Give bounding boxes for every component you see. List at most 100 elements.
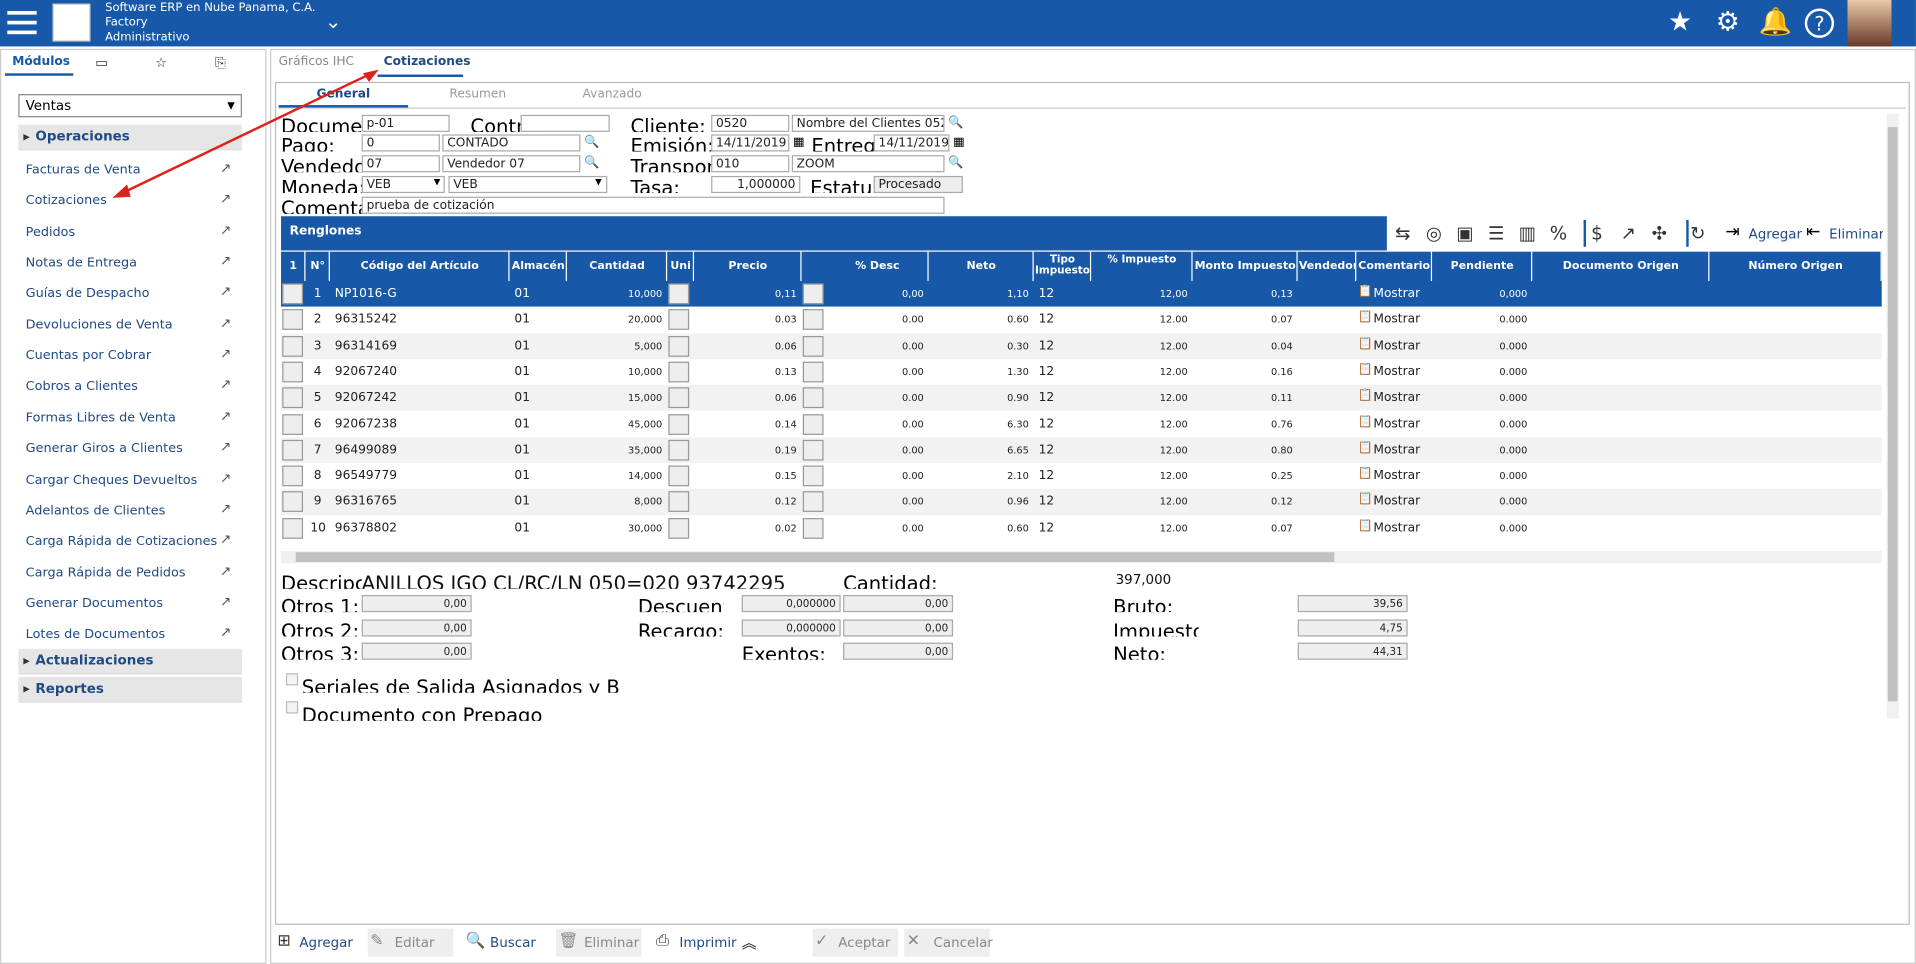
option-label[interactable]: Documento con Prepago (301, 703, 543, 721)
form-input[interactable]: 14/11/2019 (873, 134, 950, 152)
form-input[interactable]: 010 (711, 155, 790, 173)
sidebar-tab-icon[interactable]: ⎘ (215, 54, 226, 71)
grid-cell[interactable]: Mostrar (1373, 417, 1421, 431)
field-icon[interactable]: 🔍 (584, 135, 599, 150)
menu-item[interactable]: Devoluciones de Venta (25, 317, 173, 333)
expand-icon[interactable]: ︽ (741, 934, 757, 952)
grid-action-icon[interactable]: ⇥ (1725, 222, 1740, 242)
column-header[interactable]: Almacén (511, 251, 567, 282)
menu-item[interactable]: Pedidos (25, 224, 76, 240)
section-header[interactable] (18, 676, 242, 703)
sidebar-tab-icon[interactable]: ☆ (155, 54, 168, 71)
subtab[interactable]: Resumen (449, 87, 507, 102)
footer-button[interactable]: Aceptar (838, 934, 891, 951)
summary-input[interactable]: 0,00 (843, 642, 954, 660)
grid-cell[interactable]: Mostrar (1373, 339, 1421, 353)
footer-button[interactable]: Imprimir (679, 934, 737, 951)
grid-cell[interactable]: Mostrar (1373, 443, 1421, 457)
column-header[interactable]: Documento Origen (1533, 251, 1710, 282)
field-icon[interactable]: 🔍 (948, 116, 963, 130)
grid-tool-icon[interactable]: ☰ (1487, 222, 1505, 245)
menu-item[interactable]: Generar Giros a Clientes (25, 441, 183, 456)
column-header[interactable]: Comentario (1358, 251, 1433, 282)
form-input[interactable]: CONTADO (442, 134, 581, 152)
summary-input[interactable]: 0,000000 (741, 595, 841, 613)
grid-cell[interactable]: Mostrar (1373, 287, 1421, 301)
form-input[interactable]: p-01 (361, 114, 450, 132)
grid-cell[interactable]: Mostrar (1373, 391, 1421, 405)
section-title[interactable]: Operaciones (35, 128, 130, 145)
menu-item[interactable]: Generar Documentos (25, 596, 164, 611)
menu-item[interactable]: Formas Libres de Venta (25, 410, 176, 425)
column-header[interactable]: 1 (282, 251, 306, 282)
menu-icon-bar[interactable] (7, 30, 37, 35)
field-icon[interactable]: 🔍 (584, 156, 599, 170)
summary-input[interactable]: 0,00 (361, 619, 472, 637)
column-header[interactable]: % Impuesto (1092, 251, 1193, 282)
grid-tool-icon[interactable]: ↻ (1690, 222, 1706, 245)
grid-tool-icon[interactable]: ▥ (1518, 222, 1537, 245)
grid-action[interactable]: Agregar (1748, 226, 1803, 242)
button-bg[interactable] (367, 928, 454, 957)
menu-item[interactable]: Cotizaciones (25, 193, 107, 209)
section-title[interactable]: Actualizaciones (35, 652, 154, 669)
column-header[interactable]: N° (307, 251, 330, 282)
summary-input[interactable]: 0,00 (361, 595, 472, 613)
form-input[interactable]: 14/11/2019 (711, 134, 790, 152)
subtab[interactable]: Avanzado (582, 87, 642, 102)
column-header[interactable]: Precio (695, 251, 802, 282)
module-select[interactable]: Ventas (18, 94, 242, 118)
footer-button[interactable]: Editar (394, 934, 435, 951)
section-header[interactable] (18, 648, 242, 675)
grid-row[interactable] (281, 463, 1882, 490)
menu-item[interactable]: Cobros a Clientes (25, 379, 138, 394)
grid-tool-icon[interactable]: ▣ (1456, 222, 1474, 245)
collapse-icon[interactable]: ⌄ (325, 9, 342, 33)
checkbox[interactable] (285, 673, 299, 686)
checkbox[interactable] (285, 701, 299, 714)
menu-item[interactable]: Carga Rápida de Cotizaciones (25, 534, 218, 549)
column-header[interactable]: % Desc (827, 251, 929, 282)
header-icon[interactable]: ⚙ (1715, 7, 1740, 38)
grid-tool-icon[interactable]: $ (1591, 222, 1603, 245)
menu-icon-bar[interactable] (7, 10, 37, 15)
column-header[interactable]: Uni (668, 251, 695, 282)
grid-tool-icon[interactable]: % (1549, 222, 1568, 245)
menu-item[interactable]: Lotes de Documentos (25, 627, 166, 642)
menu-item[interactable]: Guías de Despacho (25, 286, 150, 302)
column-header[interactable]: Cantidad (568, 251, 668, 282)
field-icon[interactable]: ▦ (793, 135, 805, 150)
subtab[interactable]: General (316, 87, 371, 102)
grid-action-icon[interactable]: ⇤ (1805, 222, 1821, 242)
menu-item[interactable]: Adelantos de Clientes (25, 503, 166, 518)
option-label[interactable]: Seriales de Salida Asignados y Bloqueado… (301, 675, 620, 693)
grid-row[interactable] (281, 333, 1882, 360)
tab[interactable]: Cotizaciones (383, 54, 471, 69)
grid-tool-icon[interactable]: ◎ (1425, 222, 1442, 245)
grid-cell[interactable]: Mostrar (1373, 313, 1421, 327)
header-icon[interactable]: ★ (1668, 7, 1693, 38)
grid-tool-icon[interactable]: ↗ (1620, 222, 1636, 245)
sidebar-tab-icon[interactable]: ▭ (95, 54, 109, 71)
field-icon[interactable]: ▦ (953, 135, 965, 150)
summary-input[interactable]: 44,31 (1297, 642, 1408, 660)
summary-input[interactable]: 0,00 (843, 619, 954, 637)
menu-item[interactable]: Carga Rápida de Pedidos (25, 565, 186, 580)
footer-button[interactable]: Agregar (299, 934, 353, 951)
footer-button[interactable]: Eliminar (584, 934, 640, 951)
grid-row[interactable] (281, 515, 1882, 542)
column-header[interactable]: Código del Artículo (331, 251, 510, 282)
menu-item[interactable]: Cuentas por Cobrar (25, 348, 152, 363)
form-input[interactable]: 0 (361, 134, 440, 152)
header-icon[interactable]: 🔔 (1758, 7, 1793, 38)
column-header[interactable]: Número Origen (1711, 251, 1882, 282)
form-input[interactable]: VEB (448, 175, 608, 194)
form-input[interactable]: 07 (361, 155, 440, 173)
button-bg[interactable] (555, 928, 642, 957)
grid-action[interactable]: Eliminar (1829, 226, 1883, 242)
grid-row[interactable] (281, 281, 1882, 308)
avatar[interactable] (1847, 0, 1892, 47)
button-bg[interactable] (904, 928, 990, 957)
grid-row[interactable] (281, 385, 1882, 412)
footer-button[interactable]: Cancelar (933, 934, 993, 951)
